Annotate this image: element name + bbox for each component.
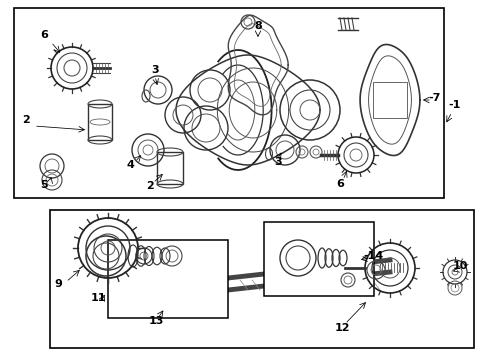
Bar xyxy=(14,8,443,198)
Bar xyxy=(88,104,112,140)
Text: 6: 6 xyxy=(335,179,343,189)
Text: 8: 8 xyxy=(254,21,262,31)
Text: 4: 4 xyxy=(126,160,134,170)
Bar xyxy=(372,82,406,118)
Text: 3: 3 xyxy=(274,157,281,167)
Bar xyxy=(50,210,473,348)
Text: -14: -14 xyxy=(363,251,384,261)
Text: 2: 2 xyxy=(22,115,30,125)
Text: -7: -7 xyxy=(428,93,440,103)
Text: 10: 10 xyxy=(451,261,467,271)
Text: 9: 9 xyxy=(54,279,62,289)
Text: 3: 3 xyxy=(151,65,159,75)
Text: 12: 12 xyxy=(334,323,349,333)
Text: 2: 2 xyxy=(146,181,154,191)
Text: 5: 5 xyxy=(40,180,48,190)
Bar xyxy=(108,240,227,318)
Bar xyxy=(157,152,183,184)
Text: -1: -1 xyxy=(448,100,460,110)
Bar xyxy=(264,222,373,296)
Text: 6: 6 xyxy=(40,30,48,40)
Text: 11: 11 xyxy=(90,293,105,303)
Text: 13: 13 xyxy=(148,316,163,326)
